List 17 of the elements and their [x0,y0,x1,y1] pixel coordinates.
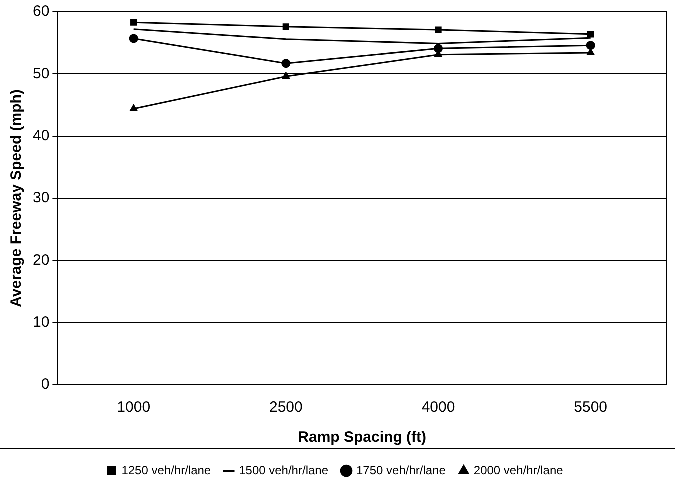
y-tick-label: 60 [32,3,50,20]
y-tick-label: 0 [41,376,50,394]
y-axis-title: Average Freeway Speed (mph) [8,90,26,308]
y-tick-label: 30 [32,190,50,207]
legend-label: 2000 veh/hr/lane [474,463,564,478]
legend-label: 1750 veh/hr/lane [356,463,446,478]
x-tick-label: 2500 [269,399,303,416]
legend-label: 1500 veh/hr/lane [239,463,329,478]
x-tick-label: 5500 [574,399,608,416]
legend-label: 1250 veh/hr/lane [122,463,212,478]
y-tick-label: 40 [32,127,50,144]
y-tick-label: 20 [32,252,50,269]
y-tick-label: 50 [32,65,50,82]
x-axis-title: Ramp Spacing (ft) [298,429,427,446]
x-tick-label: 1000 [117,399,151,416]
x-tick-label: 4000 [422,399,456,416]
y-tick-label: 10 [32,314,50,331]
